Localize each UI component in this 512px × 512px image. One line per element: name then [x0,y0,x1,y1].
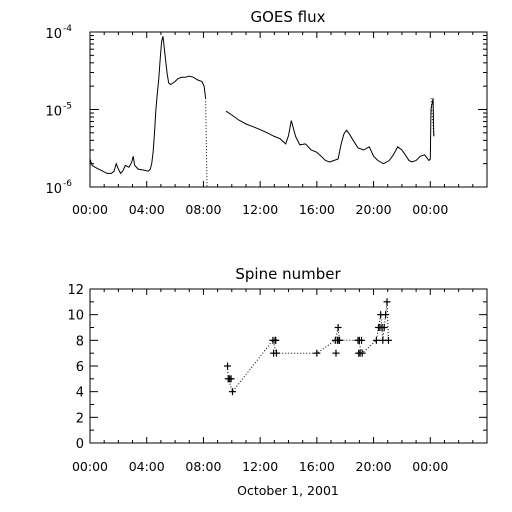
spine-number-point [227,375,235,383]
goes-flux-y-tick-label: 10 [45,182,62,197]
goes-flux-title: GOES flux [250,8,325,26]
goes-flux-line [89,36,207,175]
goes-flux-series [89,36,435,188]
spine-number-point [382,311,390,319]
spine-number-point [384,336,392,344]
spine-number-connector [227,301,389,393]
spine-number-point [383,298,391,306]
spine-number-point [332,349,340,357]
spine-number-point [272,336,280,344]
goes-flux-y-tick-label: 10 [45,27,62,42]
spine-number-plot-frame [89,288,488,444]
spine-number-x-axis-labels: 00:00 04:00 08:00 12:00 16:00 20:00 00:00 [72,459,448,474]
goes-flux-y-axis-labels: 10-610-510-4 [45,24,72,197]
spine-number-x-tick-label: 20:00 [356,459,392,474]
goes-flux-panel: GOES flux 10-610-510-4 00:00 04:00 08:00 12… [45,8,488,217]
spine-number-point [228,388,236,396]
spine-number-point [358,336,366,344]
spine-number-point [334,324,342,331]
goes-flux-x-tick-label: 08:00 [185,202,221,217]
spine-number-x-tick-label: 12:00 [242,459,278,474]
goes-flux-x-axis-labels: 00:00 04:00 08:00 12:00 16:00 20:00 00:00 [72,202,448,217]
spine-number-y-tick-label: 10 [67,309,84,324]
goes-flux-gap-dotted [205,98,208,188]
spine-number-point [380,324,388,331]
goes-flux-gap-dotted [430,98,435,137]
spine-number-point [358,349,366,357]
spine-number-y-tick-label: 0 [76,437,84,452]
spine-number-y-tick-label: 2 [76,411,84,426]
goes-flux-y-tick-exponent: -4 [63,24,72,34]
spine-number-points [224,298,392,396]
spine-number-x-tick-label: 08:00 [185,459,221,474]
goes-flux-x-tick-label: 00:00 [412,202,448,217]
spine-number-x-tick-label: 04:00 [129,459,165,474]
spine-number-x-tick-label: 00:00 [72,459,108,474]
goes-flux-y-tick-exponent: -6 [63,179,72,189]
spine-number-y-tick-label: 6 [76,360,84,375]
spine-number-point [372,336,380,344]
spine-number-title: Spine number [235,265,341,283]
spine-number-y-axis-labels: 0 2 4 6 8 10 12 [67,283,84,452]
goes-flux-x-tick-label: 16:00 [299,202,335,217]
goes-flux-y-tick-exponent: -5 [63,102,72,112]
goes-flux-x-tick-label: 12:00 [242,202,278,217]
spine-number-panel: Spine number 0 2 4 6 8 10 12 00:00 04:00 08:00 12… [67,265,488,498]
spine-number-y-tick-label: 4 [76,386,84,401]
spine-number-point [224,362,232,370]
spine-number-x-tick-label: 00:00 [412,459,448,474]
spine-number-x-axis-title: October 1, 2001 [237,483,339,498]
spine-number-y-tick-label: 8 [76,334,84,349]
spine-number-point [272,349,280,357]
goes-flux-x-tick-label: 20:00 [356,202,392,217]
spine-number-dotted-line [227,301,389,393]
spine-number-point [313,349,321,357]
goes-flux-x-tick-label: 00:00 [72,202,108,217]
spine-number-y-tick-label: 12 [67,283,84,298]
goes-flux-line [225,98,435,165]
goes-flux-plot-frame [89,31,488,188]
goes-flux-y-tick-label: 10 [45,105,62,120]
spine-number-x-tick-label: 16:00 [299,459,335,474]
spine-number-point [336,336,344,344]
goes-flux-x-tick-label: 04:00 [129,202,165,217]
